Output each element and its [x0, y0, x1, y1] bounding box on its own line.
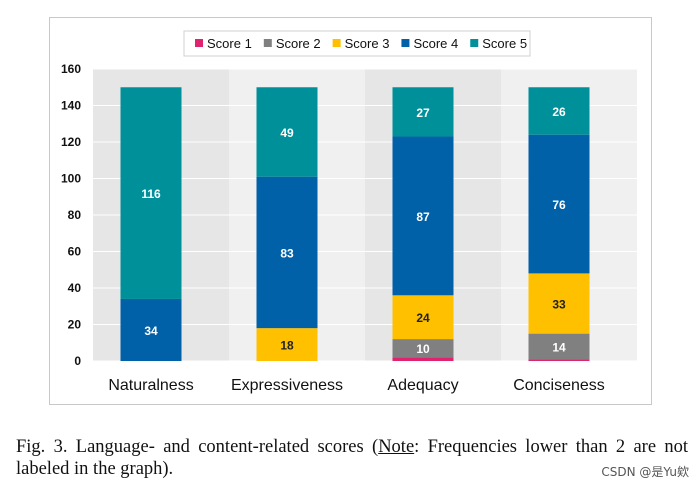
x-tick-label: Expressiveness	[231, 377, 343, 394]
y-tick-label: 160	[61, 62, 81, 76]
bar-segment	[256, 176, 318, 329]
data-label: 14	[552, 340, 566, 354]
legend-swatch	[263, 39, 272, 47]
y-tick-label: 40	[68, 281, 82, 295]
legend-swatch	[332, 39, 341, 47]
legend-swatch	[195, 39, 203, 47]
figure-caption: Fig. 3. Language- and content-related sc…	[16, 436, 688, 480]
x-tick-label: Adequacy	[387, 377, 458, 394]
caption-prefix: Fig. 3. Language- and content-related sc…	[16, 437, 379, 457]
data-label: 34	[144, 324, 158, 338]
data-label: 76	[552, 198, 566, 212]
stacked-bar-chart: 0 20 40 60 80 100 120 140 160 34 116 Naturalness 18 8…	[61, 30, 637, 394]
bar-segment	[256, 328, 318, 361]
y-tick-label: 120	[61, 135, 81, 149]
data-label: 49	[280, 126, 294, 140]
y-tick-label: 80	[68, 208, 82, 222]
data-label: 33	[552, 298, 566, 312]
legend-entry: Score 5	[482, 36, 527, 51]
data-label: 24	[416, 311, 430, 325]
bar-segment	[392, 339, 454, 358]
bar-segment	[528, 359, 590, 361]
bar-segment	[528, 333, 590, 360]
bar-segment	[120, 87, 182, 299]
x-tick-label: Conciseness	[513, 377, 605, 394]
legend-entry: Score 3	[345, 36, 390, 51]
bar-segment	[528, 87, 590, 135]
y-tick-label: 60	[68, 245, 82, 259]
data-label: 116	[141, 187, 161, 201]
data-label: 27	[416, 106, 430, 120]
bar-segment	[120, 298, 182, 361]
caption-note: Note	[378, 437, 415, 457]
data-label: 87	[416, 210, 430, 224]
bar-segment	[256, 87, 318, 177]
data-label: 10	[416, 342, 430, 356]
caption-suffix: : Frequencies lower than 2 are not label…	[16, 437, 688, 479]
watermark: CSDN @是Yu欸	[601, 465, 689, 479]
bar-segment	[392, 357, 454, 361]
data-label: 26	[552, 105, 566, 119]
legend-entry: Score 2	[276, 36, 321, 51]
y-tick-label: 0	[74, 354, 81, 368]
data-label: 83	[280, 246, 294, 260]
bar-segment	[392, 87, 454, 137]
y-tick-label: 20	[68, 318, 82, 332]
legend-entry: Score 4	[413, 36, 458, 51]
bar-segment	[392, 295, 454, 340]
bar-segment	[392, 136, 454, 296]
legend-swatch	[470, 39, 479, 47]
bar-segment	[528, 134, 590, 274]
legend-swatch	[401, 39, 410, 47]
bar-segment	[528, 273, 590, 334]
y-tick-label: 100	[61, 172, 81, 186]
x-tick-label: Naturalness	[108, 377, 193, 394]
legend-entry: Score 1	[207, 36, 252, 51]
chart-frame: 0 20 40 60 80 100 120 140 160 34 116 Naturalness 18 8…	[49, 17, 652, 405]
y-tick-label: 140	[61, 99, 81, 113]
data-label: 18	[280, 339, 294, 353]
